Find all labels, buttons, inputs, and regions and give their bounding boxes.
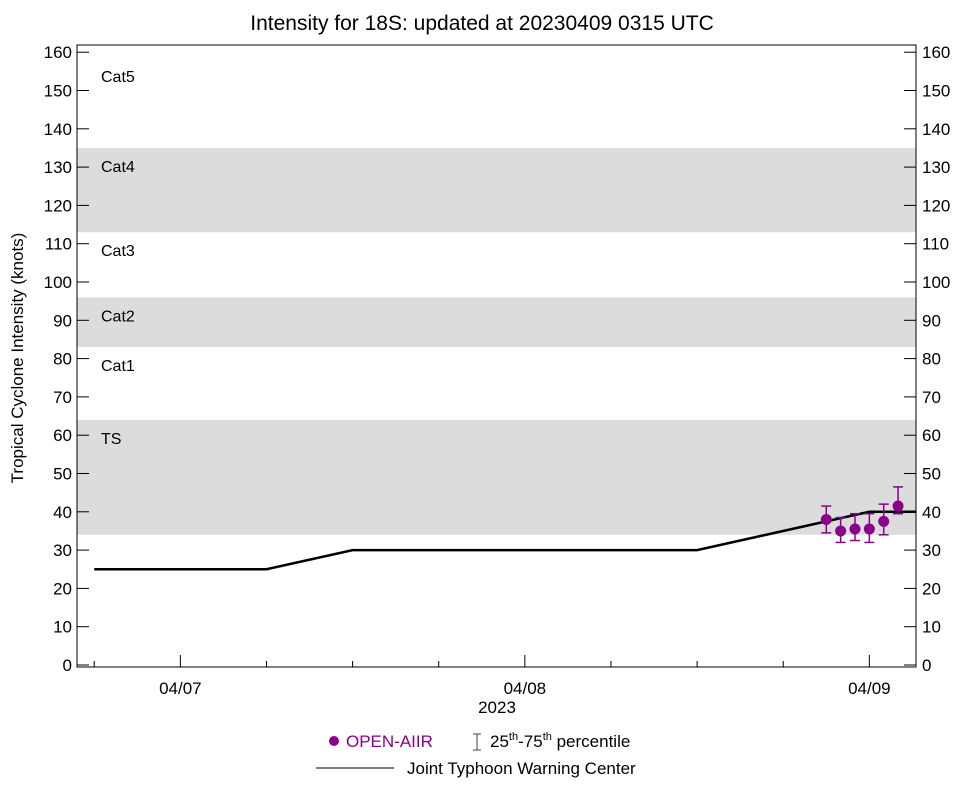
y-tick-label-right: 80 <box>922 350 941 369</box>
band-ts <box>77 419 916 535</box>
open-aiir-point <box>892 500 904 512</box>
jtwc-line <box>94 510 916 571</box>
legend: OPEN-AIIR 25th-75th percentile Joint Typ… <box>316 731 636 778</box>
y-tick-label-right: 90 <box>922 311 941 330</box>
y-tick-label-left: 20 <box>53 579 72 598</box>
legend-label-jtwc: Joint Typhoon Warning Center <box>407 759 636 778</box>
y-tick-label-right: 100 <box>922 273 950 292</box>
y-tick-label-right: 150 <box>922 82 950 101</box>
legend-label-percentile: 25th-75th percentile <box>490 731 630 751</box>
y-tick-label-right: 20 <box>922 579 941 598</box>
plot-frame <box>76 44 917 668</box>
open-aiir-point <box>835 525 847 537</box>
chart-title: Intensity for 18S: updated at 20230409 0… <box>250 12 714 35</box>
y-tick-label-left: 150 <box>44 82 72 101</box>
band-cat4 <box>77 147 916 233</box>
y-tick-label-left: 60 <box>53 426 72 445</box>
legend-marker-open-aiir <box>329 736 339 746</box>
y-tick-label-left: 160 <box>44 43 72 62</box>
open-aiir-point <box>863 523 875 535</box>
y-tick-label-left: 30 <box>53 541 72 560</box>
band-cat2 <box>77 297 916 348</box>
y-tick-label-right: 0 <box>922 656 931 675</box>
y-tick-label-right: 120 <box>922 196 950 215</box>
open-aiir-point <box>849 523 861 535</box>
y-tick-label-left: 50 <box>53 465 72 484</box>
x-axis-label: 2023 <box>478 698 516 717</box>
y-tick-label-right: 110 <box>922 235 949 254</box>
band-label-cat4: Cat4 <box>101 159 135 176</box>
y-tick-label-right: 140 <box>922 120 950 139</box>
x-tick-label: 04/08 <box>504 679 547 698</box>
y-tick-label-left: 10 <box>53 618 72 637</box>
y-tick-label-left: 100 <box>44 273 72 292</box>
y-tick-label-right: 40 <box>922 503 941 522</box>
y-tick-label-left: 120 <box>44 196 72 215</box>
open-aiir-point <box>820 513 832 525</box>
y-tick-label-right: 30 <box>922 541 941 560</box>
legend-label-open-aiir: OPEN-AIIR <box>346 732 433 751</box>
band-label-cat3: Cat3 <box>101 243 135 260</box>
y-tick-label-left: 110 <box>45 235 72 254</box>
y-tick-label-right: 70 <box>922 388 941 407</box>
open-aiir-point <box>878 515 890 527</box>
x-tick-label: 04/07 <box>159 679 202 698</box>
band-label-cat2: Cat2 <box>101 308 135 325</box>
y-tick-label-left: 140 <box>44 120 72 139</box>
y-tick-label-right: 60 <box>922 426 941 445</box>
y-tick-label-left: 90 <box>53 311 72 330</box>
y-tick-label-right: 130 <box>922 158 950 177</box>
y-tick-label-right: 10 <box>922 618 941 637</box>
y-tick-label-left: 40 <box>53 503 72 522</box>
y-axis-label: Tropical Cyclone Intensity (knots) <box>8 233 27 484</box>
x-tick-label: 04/09 <box>848 679 891 698</box>
band-label-ts: TS <box>101 431 121 448</box>
y-tick-label-left: 0 <box>63 656 72 675</box>
legend-errorbar-icon <box>473 733 481 751</box>
y-tick-label-left: 130 <box>44 158 72 177</box>
y-tick-label-right: 160 <box>922 43 950 62</box>
y-tick-label-left: 80 <box>53 350 72 369</box>
y-tick-label-left: 70 <box>53 388 72 407</box>
y-tick-label-right: 50 <box>922 465 941 484</box>
band-label-cat1: Cat1 <box>101 358 135 375</box>
band-label-cat5: Cat5 <box>101 69 135 86</box>
